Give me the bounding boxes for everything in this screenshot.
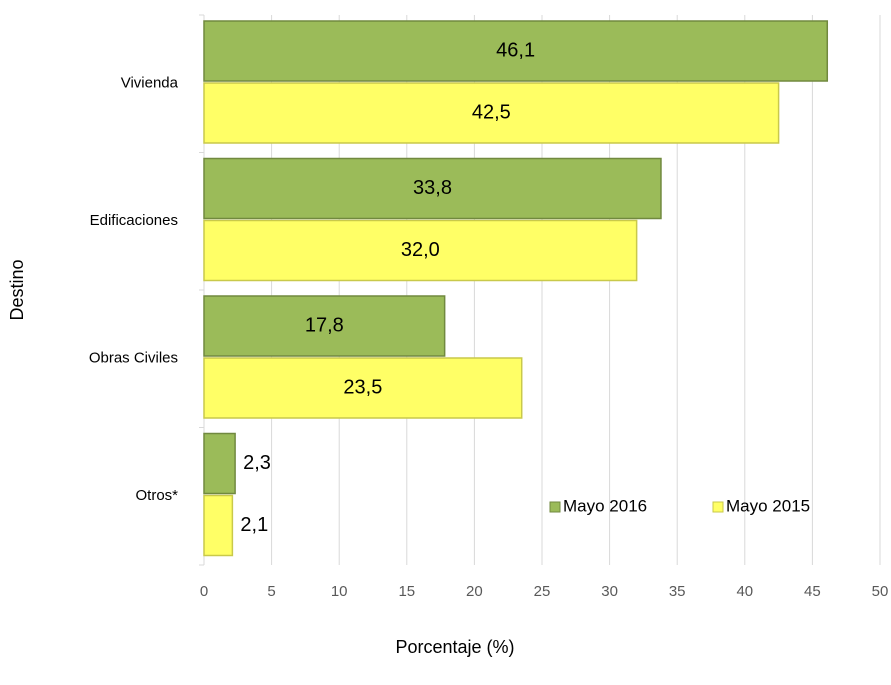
x-tick-label: 45 [804, 583, 821, 600]
bar [203, 219, 638, 282]
value-label: 23,5 [343, 376, 382, 398]
bar [203, 20, 829, 82]
legend-swatch [712, 501, 724, 513]
x-tick-label: 30 [601, 583, 618, 600]
value-label: 17,8 [305, 314, 344, 336]
value-label: 2,1 [240, 514, 268, 536]
x-tick-label: 40 [736, 583, 753, 600]
value-label: 2,3 [243, 452, 271, 474]
y-axis-label: Destino [7, 259, 27, 320]
x-tick-label: 20 [466, 583, 483, 600]
value-label: 46,1 [496, 39, 535, 61]
bar [203, 432, 236, 495]
bar [203, 295, 446, 357]
x-axis-label: Porcentaje (%) [395, 637, 514, 657]
legend-swatch [549, 501, 561, 513]
x-tick-label: 10 [331, 583, 348, 600]
bar [203, 357, 523, 419]
x-tick-label: 0 [200, 583, 208, 600]
category-label: Obras Civiles [89, 350, 178, 367]
category-label: Vivienda [121, 75, 179, 92]
legend-label: Mayo 2016 [563, 496, 647, 515]
legend-label: Mayo 2015 [726, 496, 810, 515]
x-tick-label: 50 [872, 583, 889, 600]
category-label: Edificaciones [90, 212, 178, 229]
x-tick-label: 5 [267, 583, 275, 600]
x-tick-label: 15 [398, 583, 415, 600]
x-tick-label: 35 [669, 583, 686, 600]
x-tick-label: 25 [534, 583, 551, 600]
category-label: Otros* [135, 487, 178, 504]
bar [203, 157, 662, 220]
bar [203, 82, 780, 144]
value-label: 42,5 [472, 101, 511, 123]
value-label: 33,8 [413, 177, 452, 199]
value-label: 32,0 [401, 239, 440, 261]
bar [203, 494, 234, 557]
